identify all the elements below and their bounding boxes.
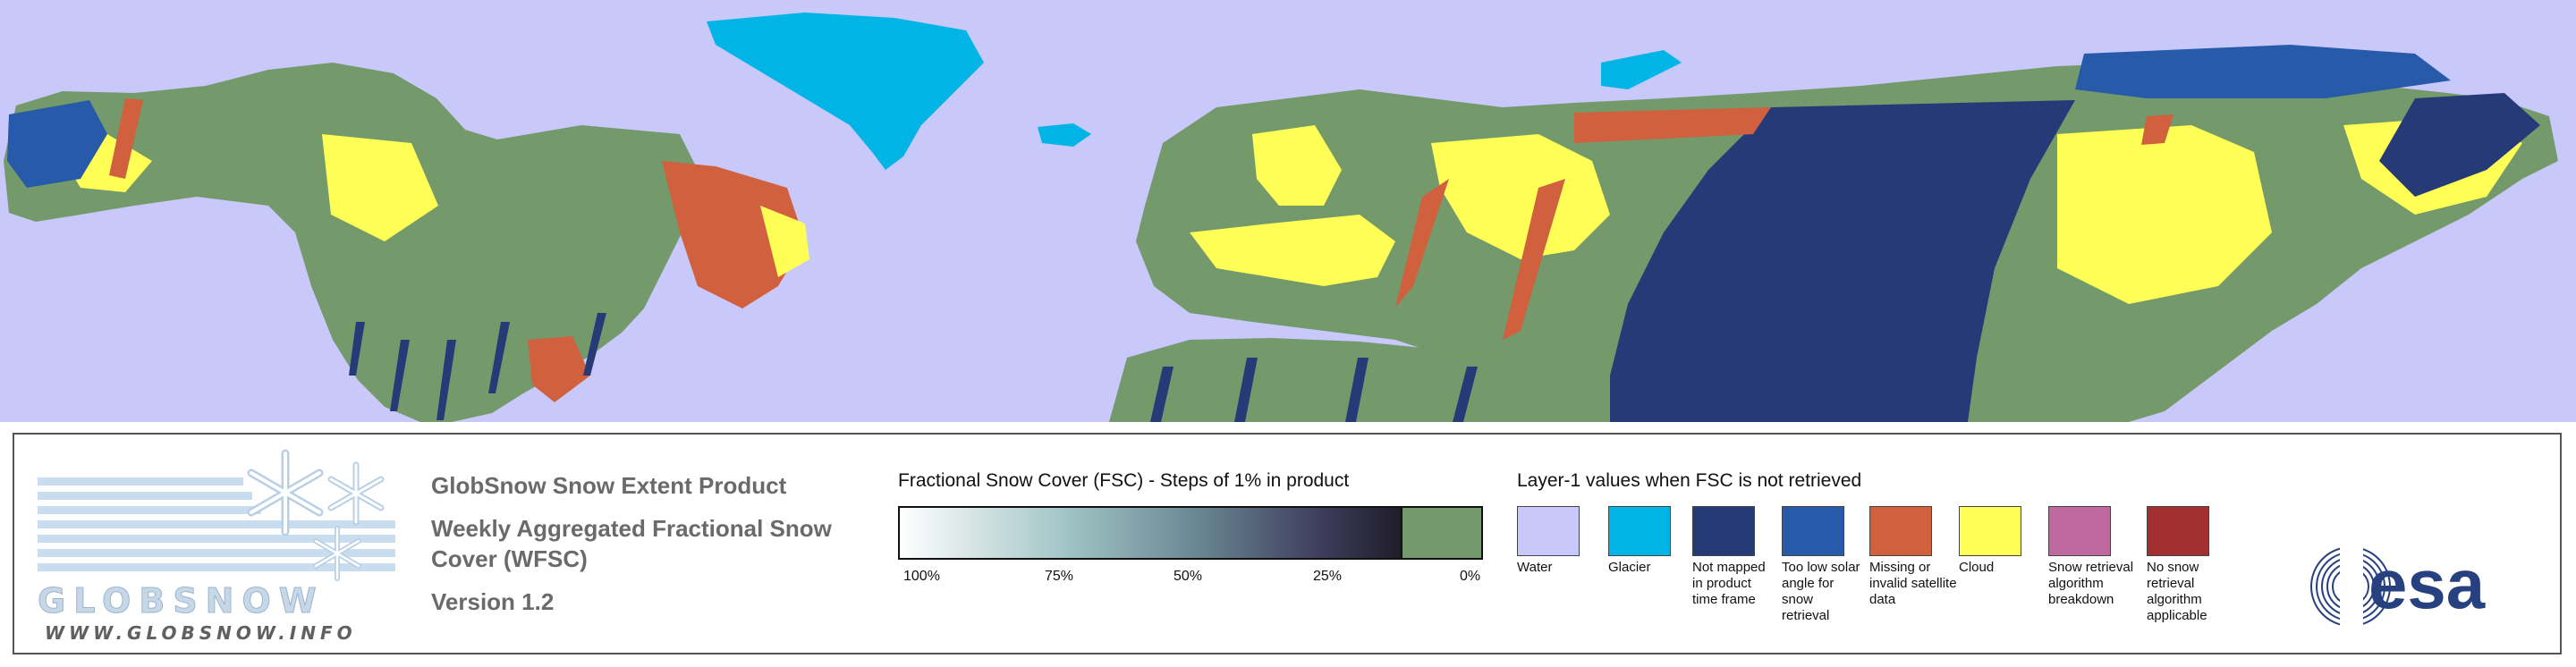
north-america-land [4,63,707,422]
canada-snow-patch [322,134,438,241]
layer1-label: Cloud [1959,560,1995,575]
europe-snow [1190,215,1395,286]
africa-orbit-gap-1 [1150,367,1174,422]
logo-stripe [38,563,395,571]
layer1-swatch [1692,506,1755,556]
north-africa-land [1109,338,1556,422]
layer1-label: Missing or invalid satellite data [1869,560,1957,607]
layer1-label: Glacier [1608,560,1651,575]
africa-orbit-gap-2 [1234,358,1258,422]
na-orbit-gap-3 [436,340,456,420]
logo-wordmark: GLOBSNOW [38,581,325,621]
layer1-item-cloud: Cloud [1959,506,2057,576]
alaska-missing-stripe [109,98,143,179]
fsc-tick-label: 75% [1045,569,1074,584]
labrador-snow [760,206,809,277]
product-version: Version 1.2 [431,588,555,615]
snowflake-icon [327,461,385,526]
arctic-low-sun [2075,45,2451,98]
alaska-blue-region [7,100,107,188]
logo-stripe [38,506,261,514]
layer1-label: No snow retrieval algorithm applicable [2147,560,2207,623]
legend-panel: GLOBSNOW WWW.GLOBSNOW.INFO GlobSnow Snow… [13,433,2562,654]
layer1-label: Water [1517,560,1553,575]
siberia-not-mapped-swath [1610,100,2075,422]
africa-orbit-gap-3 [1345,358,1368,422]
layer1-swatch [2048,506,2111,556]
kamchatka-not-mapped [2379,93,2540,197]
europe-missing-stripe-2 [1503,179,1565,340]
logo-stripe [38,535,395,543]
logo-url: WWW.GLOBSNOW.INFO [45,622,357,644]
layer1-item-water: Water [1517,506,1615,576]
fsc-tick-label: 50% [1174,569,1203,584]
fsc-no-snow-swatch [1402,506,1483,560]
fsc-tick-label: 25% [1313,569,1343,584]
esa-wordmark: esa [2368,545,2486,623]
quebec-missing-data [662,161,805,308]
esa-logo: esa [2310,542,2486,631]
layer1-swatch [2147,506,2209,556]
product-name: GlobSnow Snow Extent Product [431,472,787,499]
russia-missing-stripe [1574,107,1771,143]
europe-missing-stripe-1 [1395,179,1449,308]
layer1-item-no-retrieval: No snow retrieval algorithm applicable [2147,506,2245,624]
layer1-item-not-mapped: Not mapped in product time frame [1692,506,1791,608]
snow-cover-map [0,0,2576,422]
layer1-swatch [1869,506,1932,556]
russia-snow [1431,134,1610,259]
layer1-label: Not mapped in product time frame [1692,560,1766,607]
asia-missing-patch [2141,114,2174,145]
na-orbit-gap-2 [390,340,410,411]
africa-orbit-gap-4 [1453,367,1478,422]
greenland-glacier [707,13,984,170]
layer1-swatch [1959,506,2021,556]
layer1-title: Layer-1 values when FSC is not retrieved [1517,470,1862,491]
layer1-swatch [1517,506,1580,556]
layer1-label: Snow retrieval algorithm breakdown [2048,560,2134,607]
layer1-swatch [1782,506,1844,556]
fsc-tick-label: 100% [903,569,940,584]
snowflake-icon [247,449,324,536]
snowflake-icon [313,526,361,581]
scandinavia-snow [1252,125,1342,206]
layer1-item-retrieval-breakdown: Snow retrieval algorithm breakdown [2048,506,2147,608]
logo-stripe [38,477,243,485]
product-type: Weekly Aggregated Fractional Snow Cover … [431,515,832,572]
fsc-scale-title: Fractional Snow Cover (FSC) - Steps of 1… [898,470,1350,491]
fsc-tick-label: 0% [1460,569,1481,584]
novaya-zemlya-glacier [1601,50,1682,89]
fsc-gradient-bar [898,506,1402,560]
na-orbit-gap-4 [488,322,510,393]
layer1-label: Too low solar angle for snow retrieval [1782,560,1860,623]
na-orbit-gap-1 [349,322,365,376]
asia-snow [2057,125,2272,304]
layer1-item-missing-data: Missing or invalid satellite data [1869,506,1968,608]
na-orbit-gap-5 [583,313,606,376]
layer1-item-low-solar-angle: Too low solar angle for snow retrieval [1782,506,1880,624]
iceland [1038,123,1091,147]
us-missing-block [528,336,590,402]
logo-stripe [38,492,252,500]
globsnow-logo: GLOBSNOW WWW.GLOBSNOW.INFO [38,447,395,644]
logo-stripe [38,520,395,528]
layer1-swatch [1608,506,1671,556]
layer1-item-glacier: Glacier [1608,506,1707,576]
logo-stripe [38,549,395,557]
